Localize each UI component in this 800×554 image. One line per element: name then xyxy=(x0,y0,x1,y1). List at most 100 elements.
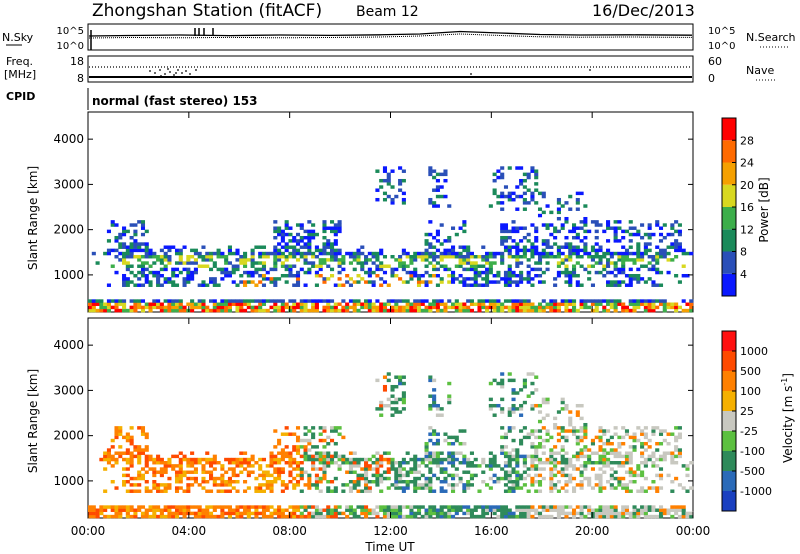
power-cell xyxy=(522,302,527,306)
velocity-cell xyxy=(624,511,630,516)
power-cell xyxy=(568,277,573,281)
colorbar-tick-label: -1000 xyxy=(740,485,772,498)
power-y-axis-label: Slant Range [km] xyxy=(26,166,40,270)
velocity-cell xyxy=(451,514,456,519)
velocity-cell xyxy=(235,514,240,519)
velocity-cell xyxy=(413,483,418,487)
power-cell xyxy=(621,280,626,284)
velocity-cell xyxy=(655,514,660,519)
power-cell xyxy=(590,264,595,268)
velocity-cell xyxy=(613,470,618,474)
power-cell xyxy=(545,226,550,230)
velocity-cell xyxy=(507,489,512,493)
velocity-cell xyxy=(590,508,595,512)
power-cell xyxy=(575,191,580,196)
power-cell xyxy=(375,273,380,278)
power-cell xyxy=(341,305,346,310)
power-cell xyxy=(507,251,512,256)
velocity-cell xyxy=(299,489,304,493)
velocity-cell xyxy=(454,508,459,512)
power-cell xyxy=(209,277,214,281)
power-cell xyxy=(110,220,115,224)
power-cell xyxy=(655,267,660,272)
power-cell xyxy=(314,232,319,237)
velocity-cell xyxy=(307,479,312,484)
velocity-cell xyxy=(503,476,509,481)
velocity-cell xyxy=(269,454,274,459)
velocity-cell xyxy=(99,511,104,516)
power-cell xyxy=(152,254,157,259)
power-cell xyxy=(624,229,630,234)
velocity-cell xyxy=(205,457,210,462)
power-cell xyxy=(583,305,588,310)
velocity-cell xyxy=(568,460,573,465)
power-cell xyxy=(140,248,146,253)
power-cell xyxy=(522,235,527,240)
velocity-cell xyxy=(140,476,146,481)
velocity-cell xyxy=(503,473,509,478)
power-cell xyxy=(655,283,660,287)
velocity-cell xyxy=(628,467,633,471)
power-cell xyxy=(159,308,164,313)
velocity-cell xyxy=(628,489,633,493)
power-cell xyxy=(485,267,490,272)
power-cell xyxy=(636,232,641,237)
velocity-cell xyxy=(537,505,543,509)
velocity-cell xyxy=(364,505,369,509)
power-cell xyxy=(511,220,516,224)
velocity-cell xyxy=(337,511,342,516)
power-cell xyxy=(662,223,667,227)
power-cell xyxy=(681,248,686,253)
power-cell xyxy=(492,254,497,259)
velocity-cell xyxy=(295,467,301,471)
velocity-cell xyxy=(628,435,633,440)
velocity-cell xyxy=(348,511,353,516)
velocity-cell xyxy=(265,486,270,490)
velocity-cell xyxy=(352,460,357,465)
velocity-cell xyxy=(530,432,535,436)
power-cell xyxy=(587,229,592,234)
velocity-cell xyxy=(424,448,429,452)
velocity-cell xyxy=(496,479,501,484)
power-cell xyxy=(144,245,149,249)
velocity-cell xyxy=(348,467,353,471)
velocity-cell xyxy=(658,457,664,462)
velocity-cell xyxy=(409,479,414,484)
power-cell xyxy=(348,283,353,287)
power-cell xyxy=(114,235,119,240)
velocity-cell xyxy=(534,511,539,516)
velocity-cell xyxy=(519,473,524,478)
velocity-cell xyxy=(299,470,304,474)
velocity-cell xyxy=(110,438,115,443)
power-cell xyxy=(307,235,312,240)
velocity-cell xyxy=(511,486,516,490)
velocity-cell xyxy=(583,505,588,509)
velocity-cell xyxy=(360,489,365,493)
power-cell xyxy=(564,245,569,249)
velocity-cell xyxy=(435,451,440,455)
power-cell xyxy=(277,299,282,303)
velocity-cell xyxy=(386,457,391,462)
power-cell xyxy=(360,261,365,265)
power-cell xyxy=(133,308,138,313)
velocity-cell xyxy=(553,422,558,427)
velocity-cell xyxy=(201,470,206,474)
velocity-cell xyxy=(413,505,418,509)
power-cell xyxy=(632,226,637,230)
velocity-cell xyxy=(201,514,206,519)
power-cell xyxy=(613,308,618,313)
velocity-cell xyxy=(677,508,682,512)
power-cell xyxy=(575,201,580,205)
velocity-cell xyxy=(382,470,388,474)
velocity-cell xyxy=(575,511,580,516)
velocity-cell xyxy=(428,508,433,512)
power-cell xyxy=(537,254,543,259)
power-cell xyxy=(534,308,539,313)
power-cell xyxy=(632,261,637,265)
power-cell xyxy=(379,277,384,281)
power-cell xyxy=(250,270,255,275)
velocity-cell xyxy=(579,486,584,490)
power-cell xyxy=(348,299,353,303)
power-cell xyxy=(288,270,293,275)
power-colorbar-label: Power [dB] xyxy=(757,177,771,242)
